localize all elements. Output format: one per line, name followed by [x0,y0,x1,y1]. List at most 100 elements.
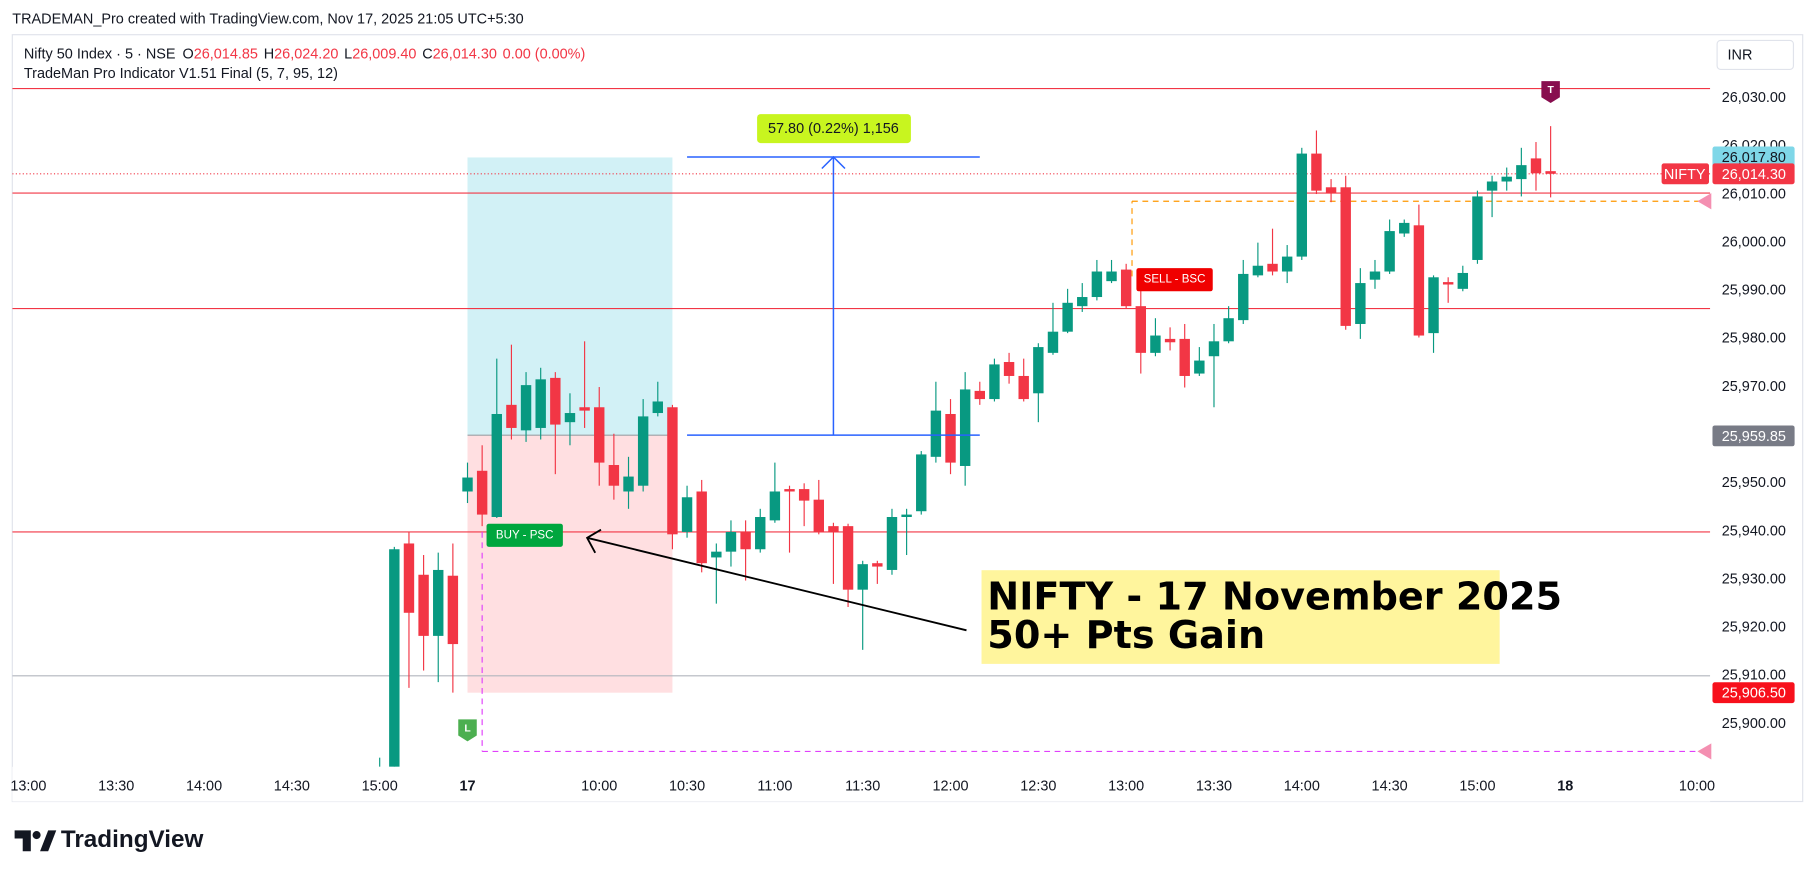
x-tick-label: 18 [1557,778,1573,794]
x-tick-label: 17 [459,778,475,794]
candle-body [769,491,781,521]
price-label: 26,014.30 [1722,167,1786,183]
candle-body [506,404,517,428]
candle-body [1545,171,1556,174]
candle-body [1164,338,1176,343]
candle-body [1355,283,1366,324]
candle-body [696,491,707,564]
candle-body [535,379,546,428]
y-tick-label: 25,900.00 [1722,716,1786,732]
annotation-arrow [585,528,967,632]
measure-label-box [757,114,911,144]
candle-body [433,569,444,636]
candle-body [1223,318,1234,342]
candle-body [1077,297,1088,307]
x-tick-label: 13:30 [98,778,134,794]
candle-body [1062,302,1073,332]
candle-body [1399,222,1410,234]
candle-body [1384,231,1395,272]
x-tick-label: 10:30 [669,778,705,794]
signal-label: SELL - BSC [1144,274,1206,286]
candle-body [1238,273,1249,321]
y-tick-label: 25,910.00 [1722,668,1786,684]
candle-body [608,465,620,486]
candle-body [1091,271,1103,298]
candle-body [652,401,663,414]
currency-button[interactable] [1716,39,1795,70]
candle-body [725,531,737,552]
y-tick-label: 26,030.00 [1722,90,1786,106]
legend-line: Nifty 50 Index · 5 · NSE O26,014.85 H26,02… [24,46,585,62]
candle-body [989,364,1000,400]
legend-symbol: Nifty 50 Index · 5 · NSE [24,46,176,62]
chart-frame [11,34,1804,803]
candle-body [857,564,868,590]
candle-body [945,413,956,463]
x-tick-label: 15:00 [362,778,398,794]
candle-body [1442,282,1454,285]
candle-body [1150,335,1161,353]
price-label-box [1712,146,1795,168]
legend-value: 26,014.30 [433,46,497,62]
x-tick-label: 11:00 [757,778,792,794]
legend-key: C [422,46,432,62]
signal-label: BUY - PSC [496,529,554,541]
legend-value: 26,014.85 [194,46,258,62]
x-tick-label: 14:00 [186,778,222,794]
candle-body [828,526,839,532]
candle-body [1501,176,1512,182]
price-label-box [1712,425,1795,447]
candle-body [1413,225,1425,336]
candle-body [1472,196,1483,260]
candle-body [1179,338,1190,376]
candle-body [755,516,766,550]
x-tick-label: 14:00 [1284,778,1320,794]
candle-body [1340,187,1351,326]
candle-body [1208,341,1220,357]
candle-body [579,407,590,411]
candle-body [1194,360,1205,374]
signal-box [1136,268,1213,292]
candle-body [520,385,532,431]
measure-arrowhead [821,155,846,170]
candle-body [1252,265,1264,276]
marker-flag [1541,81,1560,104]
legend-key: H [264,46,274,62]
y-tick-label: 26,010.00 [1722,186,1786,202]
currency-label: INR [1728,47,1753,63]
candle-body [1311,153,1322,191]
position-profit [467,157,673,436]
annotation-line: 50+ Pts Gain [987,613,1265,657]
candle-body [1296,153,1308,257]
legend-change: 0.00 (0.00%) [503,46,586,62]
annotation-line: NIFTY - 17 November 2025 [987,575,1562,619]
y-tick-label: 25,940.00 [1722,523,1786,539]
annotation-box [981,570,1500,664]
price-label: 26,017.80 [1722,150,1786,166]
candle-body [1428,277,1439,334]
x-tick-label: 15:00 [1459,778,1495,794]
candle-body [1530,158,1542,174]
marker-flag [458,719,477,742]
dashed-end [1697,193,1712,210]
x-tick-label: 13:00 [10,778,46,794]
x-tick-label: 13:00 [1108,778,1144,794]
candle-body [1457,272,1469,289]
candle-body [418,574,429,636]
x-tick-label: 12:00 [932,778,968,794]
candle-body [1486,181,1498,191]
candle-body [623,476,634,492]
marker-label: L [464,723,471,734]
candle-body [447,575,459,645]
candle-body [1325,187,1337,194]
candle-body [462,477,473,492]
x-tick-label: 10:00 [1679,778,1715,794]
dashed-end [1697,743,1712,760]
candle-body [1047,331,1059,353]
y-tick-label: 25,970.00 [1722,379,1786,395]
candle-body [564,413,576,423]
plot-area [12,88,1711,767]
candle-body [491,413,502,517]
